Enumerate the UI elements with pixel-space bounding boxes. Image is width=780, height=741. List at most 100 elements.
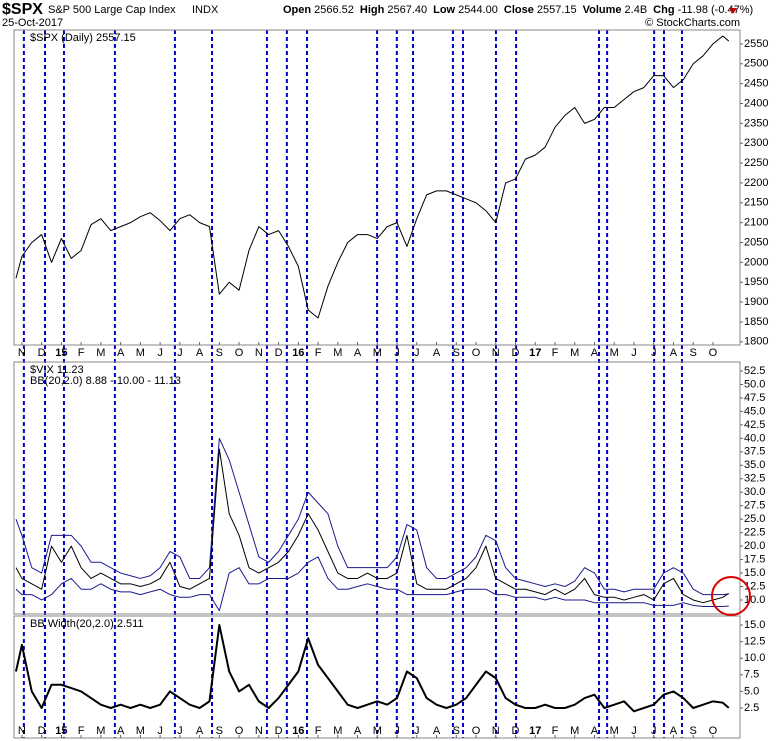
quote-label: Open <box>283 4 311 16</box>
x-tick-label: M <box>373 725 382 737</box>
y-tick-label: 1850 <box>744 316 768 328</box>
x-tick-label: J <box>177 725 183 737</box>
y-tick-label: 15.0 <box>744 567 765 579</box>
y-tick-label: 2150 <box>744 197 768 209</box>
y-tick-label: 2200 <box>744 177 768 189</box>
y-tick-label: 27.5 <box>744 500 765 512</box>
y-tick-label: 1900 <box>744 296 768 308</box>
y-tick-label: 2100 <box>744 217 768 229</box>
x-tick-label: M <box>136 725 145 737</box>
x-tick-label: 16 <box>292 347 304 359</box>
y-tick-label: 30.0 <box>744 486 765 498</box>
y-tick-label: 40.0 <box>744 432 765 444</box>
y-tick-label: 2000 <box>744 256 768 268</box>
exchange: INDX <box>192 4 219 16</box>
symbol: $SPX <box>2 1 43 18</box>
date: 25-Oct-2017 <box>2 17 63 29</box>
x-tick-label: O <box>235 725 244 737</box>
series-line <box>15 556 729 612</box>
x-tick-label: J <box>414 725 420 737</box>
x-tick-label: A <box>354 347 362 359</box>
x-tick-label: M <box>610 725 619 737</box>
y-tick-label: 22.5 <box>744 527 765 539</box>
x-tick-label: 17 <box>529 725 541 737</box>
y-tick-label: 2550 <box>744 38 768 50</box>
series-line <box>15 448 730 604</box>
y-tick-label: 1950 <box>744 276 768 288</box>
x-tick-label: A <box>196 347 204 359</box>
y-tick-label: 32.5 <box>744 473 765 485</box>
x-tick-label: A <box>591 347 599 359</box>
y-tick-label: 45.0 <box>744 405 765 417</box>
x-tick-label: D <box>512 347 520 359</box>
panel-frame <box>13 361 741 615</box>
y-tick-label: 2450 <box>744 78 768 90</box>
quote-label: Volume <box>583 4 622 16</box>
x-tick-label: M <box>333 347 342 359</box>
y-tick-label: 2300 <box>744 137 768 149</box>
x-tick-label: M <box>333 725 342 737</box>
quote-label: Low <box>433 4 455 16</box>
y-tick-label: 42.5 <box>744 419 765 431</box>
x-tick-label: S <box>453 347 460 359</box>
x-tick-label: N <box>255 347 263 359</box>
x-tick-label: S <box>690 347 697 359</box>
x-tick-label: J <box>414 347 420 359</box>
highlight-circle <box>711 576 751 616</box>
x-tick-label: J <box>157 347 163 359</box>
x-tick-label: J <box>394 725 400 737</box>
y-tick-label: 50.0 <box>744 378 765 390</box>
x-tick-label: F <box>78 347 85 359</box>
quote-value: 2567.40 <box>387 4 427 16</box>
quote-line: Open 2566.52 High 2567.40 Low 2544.00 Close 255… <box>283 4 753 16</box>
x-tick-label: F <box>552 725 559 737</box>
y-tick-label: 52.5 <box>744 365 765 377</box>
x-tick-label: A <box>433 725 441 737</box>
x-tick-label: N <box>18 725 26 737</box>
x-tick-label: A <box>117 725 125 737</box>
x-tick-label: A <box>670 347 678 359</box>
y-tick-label: 47.5 <box>744 392 765 404</box>
x-tick-label: J <box>651 725 657 737</box>
x-tick-label: J <box>177 347 183 359</box>
x-tick-label: M <box>96 725 105 737</box>
x-tick-label: S <box>216 347 223 359</box>
quote-label: Close <box>504 4 534 16</box>
y-tick-label: 2500 <box>744 58 768 70</box>
x-tick-label: D <box>38 725 46 737</box>
x-tick-label: A <box>196 725 204 737</box>
x-tick-label: S <box>690 725 697 737</box>
x-tick-label: D <box>275 725 283 737</box>
x-tick-label: J <box>631 725 637 737</box>
x-tick-label: A <box>117 347 125 359</box>
x-tick-label: S <box>216 725 223 737</box>
x-tick-label: M <box>570 725 579 737</box>
x-tick-label: N <box>492 725 500 737</box>
quote-value: 2557.15 <box>537 4 577 16</box>
y-tick-label: 12.5 <box>744 636 765 648</box>
x-tick-label: D <box>512 725 520 737</box>
x-tick-label: A <box>354 725 362 737</box>
y-tick-label: 37.5 <box>744 446 765 458</box>
index-name: S&P 500 Large Cap Index <box>48 4 176 16</box>
x-tick-label: A <box>433 347 441 359</box>
x-tick-label: O <box>709 725 718 737</box>
x-tick-label: J <box>157 725 163 737</box>
series-line <box>14 624 730 713</box>
x-tick-label: M <box>610 347 619 359</box>
x-tick-label: D <box>38 347 46 359</box>
quote-value: 2566.52 <box>314 4 354 16</box>
x-tick-label: 15 <box>55 347 67 359</box>
y-tick-label: 25.0 <box>744 513 765 525</box>
x-tick-label: O <box>472 725 481 737</box>
x-tick-label: F <box>315 725 322 737</box>
y-tick-label: 20.0 <box>744 540 765 552</box>
y-tick-label: 1800 <box>744 336 768 348</box>
x-tick-label: M <box>373 347 382 359</box>
x-tick-label: N <box>492 347 500 359</box>
x-tick-label: 15 <box>55 725 67 737</box>
x-tick-label: A <box>670 725 678 737</box>
y-tick-label: 17.5 <box>744 553 765 565</box>
x-tick-label: M <box>96 347 105 359</box>
